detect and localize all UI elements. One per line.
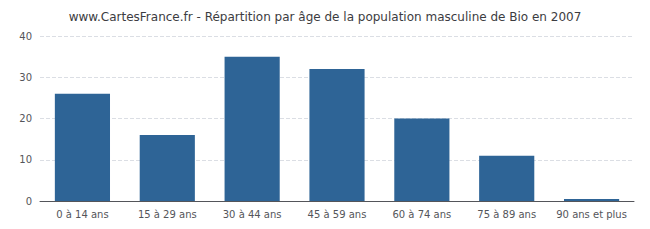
svg-text:45 à 59 ans: 45 à 59 ans [308,209,367,220]
svg-text:20: 20 [19,113,32,124]
svg-text:30: 30 [19,72,32,83]
svg-text:75 à 89 ans: 75 à 89 ans [477,209,536,220]
svg-text:www.CartesFrance.fr - Répartit: www.CartesFrance.fr - Répartition par âg… [69,10,582,24]
svg-text:0: 0 [26,196,32,207]
svg-text:15 à 29 ans: 15 à 29 ans [138,209,197,220]
svg-text:90 ans et plus: 90 ans et plus [556,209,627,220]
svg-text:0 à 14 ans: 0 à 14 ans [56,209,108,220]
svg-text:40: 40 [19,31,32,42]
svg-text:30 à 44 ans: 30 à 44 ans [223,209,282,220]
svg-text:60 à 74 ans: 60 à 74 ans [392,209,451,220]
svg-text:10: 10 [19,154,32,165]
